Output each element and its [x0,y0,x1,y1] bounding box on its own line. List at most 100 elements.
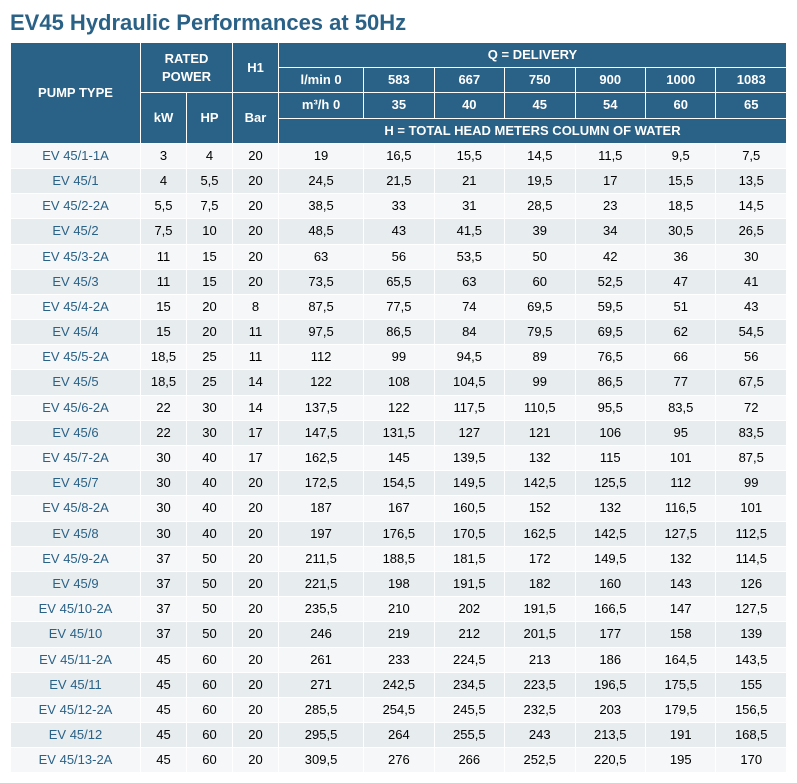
cell-pump-type: EV 45/9 [11,571,141,596]
cell-bar: 20 [233,194,279,219]
cell-value: 126 [716,571,787,596]
cell-hp: 15 [187,269,233,294]
cell-bar: 20 [233,622,279,647]
cell-kw: 22 [141,420,187,445]
cell-value: 168,5 [716,723,787,748]
cell-value: 191,5 [505,597,575,622]
cell-value: 254,5 [364,697,434,722]
cell-value: 213,5 [575,723,645,748]
cell-value: 182 [505,571,575,596]
cell-value: 95,5 [575,395,645,420]
cell-kw: 7,5 [141,219,187,244]
col-hp: HP [187,93,233,143]
cell-value: 261 [279,647,364,672]
cell-value: 69,5 [505,294,575,319]
cell-value: 9,5 [645,143,715,168]
cell-value: 23 [575,194,645,219]
cell-pump-type: EV 45/13-2A [11,748,141,773]
cell-value: 139,5 [434,446,504,471]
table-row: EV 45/8-2A304020187167160,5152132116,510… [11,496,787,521]
cell-value: 172,5 [279,471,364,496]
cell-value: 13,5 [716,168,787,193]
col-bar: Bar [233,93,279,143]
cell-value: 202 [434,597,504,622]
cell-value: 101 [645,446,715,471]
cell-pump-type: EV 45/11-2A [11,647,141,672]
cell-value: 276 [364,748,434,773]
cell-value: 63 [279,244,364,269]
cell-value: 127,5 [645,521,715,546]
cell-value: 170 [716,748,787,773]
cell-value: 77 [645,370,715,395]
cell-pump-type: EV 45/6 [11,420,141,445]
cell-bar: 11 [233,345,279,370]
cell-hp: 60 [187,723,233,748]
cell-value: 143 [645,571,715,596]
cell-kw: 4 [141,168,187,193]
cell-bar: 20 [233,269,279,294]
table-row: EV 45/6-2A223014137,5122117,5110,595,583… [11,395,787,420]
cell-value: 252,5 [505,748,575,773]
table-row: EV 45/9-2A375020211,5188,5181,5172149,51… [11,546,787,571]
cell-pump-type: EV 45/3 [11,269,141,294]
cell-hp: 4 [187,143,233,168]
cell-value: 233 [364,647,434,672]
cell-value: 212 [434,622,504,647]
cell-value: 53,5 [434,244,504,269]
cell-value: 41,5 [434,219,504,244]
col-h1: H1 [233,43,279,93]
cell-value: 66 [645,345,715,370]
cell-value: 127,5 [716,597,787,622]
cell-value: 160 [575,571,645,596]
cell-value: 176,5 [364,521,434,546]
table-header: PUMP TYPE RATED POWER H1 Q = DELIVERY l/… [11,43,787,144]
cell-value: 116,5 [645,496,715,521]
cell-value: 223,5 [505,672,575,697]
cell-pump-type: EV 45/3-2A [11,244,141,269]
cell-kw: 45 [141,748,187,773]
table-row: EV 45/12-2A456020285,5254,5245,5232,5203… [11,697,787,722]
cell-bar: 20 [233,723,279,748]
cell-hp: 7,5 [187,194,233,219]
table-body: EV 45/1-1A34201916,515,514,511,59,57,5EV… [11,143,787,773]
cell-value: 191 [645,723,715,748]
cell-value: 110,5 [505,395,575,420]
cell-value: 31 [434,194,504,219]
cell-value: 21 [434,168,504,193]
cell-value: 79,5 [505,320,575,345]
table-row: EV 45/10375020246219212201,5177158139 [11,622,787,647]
cell-value: 15,5 [434,143,504,168]
cell-value: 179,5 [645,697,715,722]
col-pump-type: PUMP TYPE [11,43,141,144]
cell-value: 142,5 [505,471,575,496]
cell-kw: 5,5 [141,194,187,219]
cell-value: 77,5 [364,294,434,319]
cell-value: 89 [505,345,575,370]
cell-bar: 20 [233,521,279,546]
cell-kw: 37 [141,546,187,571]
col-lmin-1083: 1083 [716,68,787,93]
cell-value: 181,5 [434,546,504,571]
col-lmin-1000: 1000 [645,68,715,93]
cell-hp: 60 [187,672,233,697]
cell-value: 54,5 [716,320,787,345]
cell-kw: 37 [141,597,187,622]
cell-value: 56 [716,345,787,370]
cell-value: 11,5 [575,143,645,168]
cell-pump-type: EV 45/10-2A [11,597,141,622]
col-rated-power: RATED POWER [141,43,233,93]
table-row: EV 45/12456020295,5264255,5243213,519116… [11,723,787,748]
cell-hp: 60 [187,647,233,672]
cell-value: 158 [645,622,715,647]
cell-value: 106 [575,420,645,445]
cell-value: 122 [279,370,364,395]
cell-pump-type: EV 45/6-2A [11,395,141,420]
cell-value: 63 [434,269,504,294]
cell-value: 132 [505,446,575,471]
cell-value: 48,5 [279,219,364,244]
cell-value: 172 [505,546,575,571]
cell-value: 213 [505,647,575,672]
cell-value: 72 [716,395,787,420]
col-m3h-60: 60 [645,93,715,118]
cell-value: 149,5 [434,471,504,496]
